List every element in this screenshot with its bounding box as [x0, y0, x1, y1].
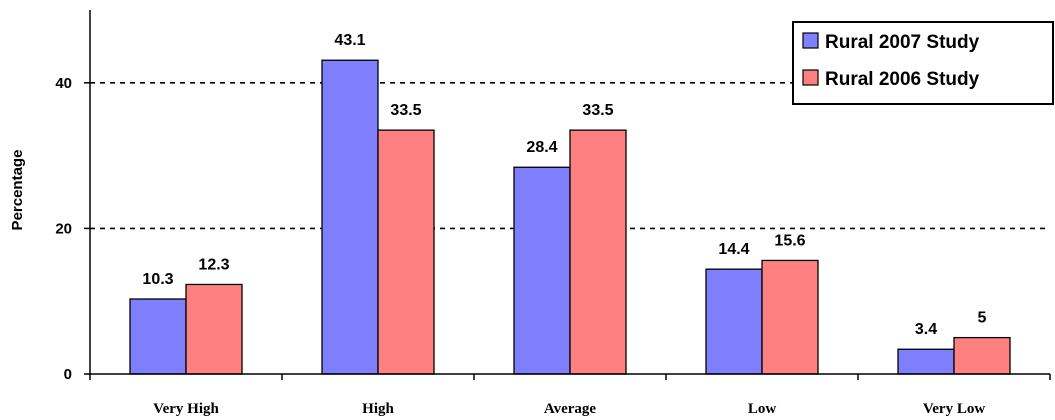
legend-swatch-rural-2007 [802, 32, 819, 49]
data-label-rural-2006-study-very-high: 12.3 [198, 256, 229, 273]
bar-rural-2007-study-average [513, 166, 571, 375]
data-label-rural-2006-study-high: 33.5 [390, 102, 421, 119]
y-tick-label-20: 20 [55, 220, 72, 237]
legend-box [792, 21, 1054, 105]
bar-rural-2007-study-low [705, 268, 763, 375]
x-tick-label-average: Average [544, 401, 597, 417]
bars [129, 59, 1011, 375]
y-tick-label-0: 0 [64, 366, 72, 383]
data-label-rural-2007-study-high: 43.1 [334, 32, 365, 49]
bar-rural-2007-study-high [321, 59, 379, 375]
x-tick-label-low: Low [748, 401, 777, 417]
legend-label-rural-2007: Rural 2007 Study [825, 32, 980, 53]
legend-swatch-rural-2006 [802, 69, 819, 86]
data-label-rural-2006-study-low: 15.6 [774, 232, 805, 249]
y-axis-title: Percentage [9, 150, 26, 231]
legend-label-rural-2006: Rural 2006 Study [825, 69, 980, 90]
x-tick-label-very-high: Very High [153, 401, 219, 417]
bar-rural-2006-study-very-high [185, 283, 243, 375]
data-labels: 10.3 12.3 43.1 33.5 28.4 33.5 14.4 15.6 3.4 5 [142, 32, 986, 338]
bar-rural-2006-study-low [761, 259, 819, 375]
data-label-rural-2007-study-average: 28.4 [526, 139, 557, 156]
data-label-rural-2007-study-very-high: 10.3 [142, 271, 173, 288]
data-label-rural-2007-study-very-low: 3.4 [915, 321, 937, 338]
y-tick-label-40: 40 [55, 75, 72, 92]
bar-rural-2007-study-very-high [129, 298, 187, 375]
bar-rural-2006-study-very-low [953, 336, 1011, 375]
data-label-rural-2006-study-very-low: 5 [978, 310, 987, 327]
bar-rural-2006-study-high [377, 129, 435, 375]
legend: Rural 2007 Study Rural 2006 Study [792, 21, 1054, 105]
x-tick-label-very-low: Very Low [923, 401, 986, 417]
data-label-rural-2007-study-low: 14.4 [718, 241, 749, 258]
bar-rural-2006-study-average [569, 129, 627, 375]
x-tick-label-high: High [362, 401, 394, 417]
data-label-rural-2006-study-average: 33.5 [582, 102, 613, 119]
bar-rural-2007-study-very-low [897, 348, 955, 375]
ticks: 0 20 40 Very High High Average Low Very Low [55, 75, 1051, 417]
axes [89, 10, 1050, 375]
